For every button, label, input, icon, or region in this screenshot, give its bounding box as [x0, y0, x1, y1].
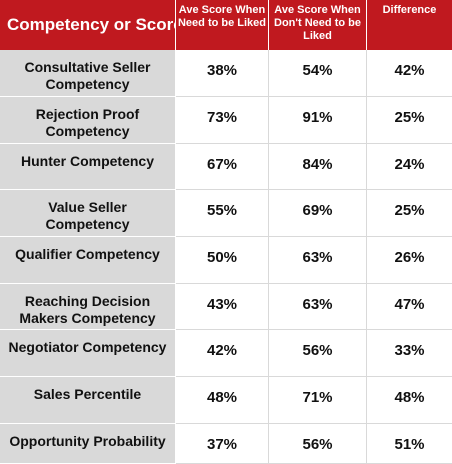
difference-value: 25% [367, 97, 452, 144]
difference-value: 33% [367, 330, 452, 377]
need-liked-value: 42% [176, 330, 269, 377]
difference-value: 42% [367, 50, 452, 97]
row-label: Negotiator Competency [0, 330, 176, 377]
row-label: Value Seller Competency [0, 190, 176, 237]
dont-need-liked-value: 63% [269, 237, 367, 284]
row-label: Rejection Proof Competency [0, 97, 176, 144]
dont-need-liked-value: 56% [269, 330, 367, 377]
need-liked-value: 43% [176, 284, 269, 330]
header-difference: Difference [367, 0, 452, 50]
difference-value: 48% [367, 377, 452, 424]
need-liked-value: 73% [176, 97, 269, 144]
dont-need-liked-value: 91% [269, 97, 367, 144]
dont-need-liked-value: 71% [269, 377, 367, 424]
header-need-to-be-liked: Ave Score When Need to be Liked [176, 0, 269, 50]
header-dont-need-to-be-liked: Ave Score When Don't Need to be Liked [269, 0, 367, 50]
row-label: Reaching Decision Makers Competency [0, 284, 176, 330]
need-liked-value: 48% [176, 377, 269, 424]
need-liked-value: 38% [176, 50, 269, 97]
difference-value: 26% [367, 237, 452, 284]
need-liked-value: 67% [176, 144, 269, 190]
dont-need-liked-value: 54% [269, 50, 367, 97]
row-label: Opportunity Probability [0, 424, 176, 464]
row-label: Qualifier Competency [0, 237, 176, 284]
need-liked-value: 37% [176, 424, 269, 464]
difference-value: 25% [367, 190, 452, 237]
dont-need-liked-value: 69% [269, 190, 367, 237]
row-label: Sales Percentile [0, 377, 176, 424]
dont-need-liked-value: 63% [269, 284, 367, 330]
need-liked-value: 55% [176, 190, 269, 237]
difference-value: 24% [367, 144, 452, 190]
difference-value: 51% [367, 424, 452, 464]
difference-value: 47% [367, 284, 452, 330]
row-label: Hunter Competency [0, 144, 176, 190]
need-liked-value: 50% [176, 237, 269, 284]
dont-need-liked-value: 84% [269, 144, 367, 190]
dont-need-liked-value: 56% [269, 424, 367, 464]
row-label: Consultative Seller Competency [0, 50, 176, 97]
header-competency-or-score: Competency or Score [0, 0, 183, 50]
